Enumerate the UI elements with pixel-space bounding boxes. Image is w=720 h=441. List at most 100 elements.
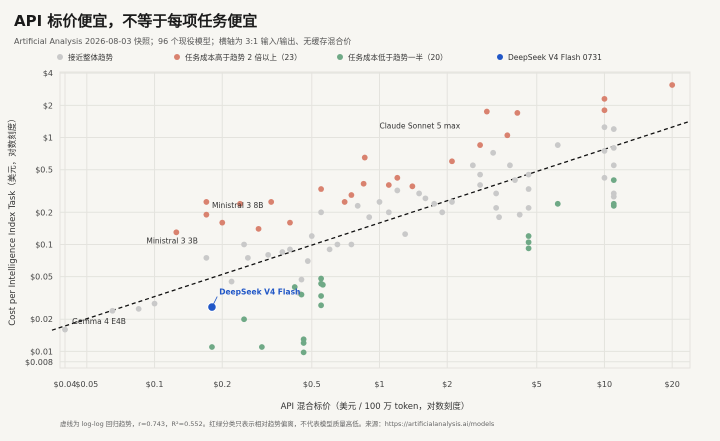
data-point bbox=[469, 162, 476, 169]
y-axis-label: Cost per Intelligence Index Task（美元，对数刻度… bbox=[7, 114, 18, 326]
data-point bbox=[601, 174, 608, 181]
x-tick-label: $1 bbox=[374, 380, 384, 389]
legend-marker bbox=[337, 54, 343, 60]
data-point bbox=[610, 177, 617, 183]
data-point bbox=[341, 199, 348, 205]
data-point bbox=[287, 219, 293, 226]
y-tick-label: $0.05 bbox=[30, 273, 53, 282]
data-point bbox=[334, 241, 341, 248]
legend-marker bbox=[174, 54, 180, 60]
data-point bbox=[449, 158, 455, 165]
y-tick-label: $4 bbox=[43, 69, 53, 78]
data-point bbox=[610, 126, 617, 132]
x-tick-label: $5 bbox=[532, 380, 542, 389]
data-point bbox=[493, 190, 500, 197]
data-point bbox=[514, 109, 521, 116]
x-tick-label: $2 bbox=[442, 380, 452, 389]
annotation-label: Ministral 3 3B bbox=[146, 237, 197, 246]
data-point bbox=[496, 214, 502, 221]
data-point bbox=[525, 239, 532, 246]
data-point bbox=[431, 200, 438, 207]
legend-label: 任务成本高于趋势 2 倍以上（23） bbox=[185, 52, 302, 62]
legend-label: 接近整体趋势 bbox=[68, 52, 113, 62]
data-point bbox=[219, 219, 226, 226]
annotation-label: Gemma 4 E4B bbox=[72, 317, 126, 326]
data-point bbox=[525, 171, 532, 178]
data-point bbox=[319, 281, 326, 288]
data-point bbox=[244, 254, 251, 261]
trend-line bbox=[51, 120, 691, 331]
legend-label: DeepSeek V4 Flash 0731 bbox=[508, 53, 602, 62]
data-point bbox=[409, 183, 416, 190]
data-point bbox=[525, 186, 532, 192]
data-point bbox=[601, 124, 608, 131]
data-point bbox=[300, 349, 307, 356]
data-point bbox=[554, 200, 561, 207]
data-point bbox=[291, 284, 298, 290]
data-point bbox=[308, 233, 315, 239]
data-point bbox=[228, 278, 235, 285]
data-point bbox=[279, 249, 286, 255]
y-tick-label: $0.02 bbox=[30, 315, 53, 324]
data-point bbox=[360, 180, 367, 187]
data-point bbox=[237, 200, 243, 207]
y-tick-label: $0.2 bbox=[35, 208, 53, 217]
data-point bbox=[385, 209, 392, 216]
data-point bbox=[354, 202, 361, 209]
x-tick-label: $0.04 bbox=[54, 380, 77, 389]
annotation-label: Claude Sonnet 5 max bbox=[379, 121, 460, 130]
legend: 接近整体趋势 任务成本高于趋势 2 倍以上（23） 任务成本低于趋势一半（20） De… bbox=[57, 52, 602, 62]
data-point bbox=[300, 340, 307, 346]
y-tick-label: $2 bbox=[43, 101, 53, 110]
x-axis-label: API 混合标价（美元 / 100 万 token，对数刻度） bbox=[281, 401, 470, 412]
data-point bbox=[483, 108, 490, 115]
y-tick-label: $0.1 bbox=[35, 240, 53, 249]
data-point bbox=[610, 162, 617, 169]
data-point bbox=[348, 241, 355, 248]
page-title: API 标价便宜，不等于每项任务便宜 bbox=[14, 12, 258, 30]
data-point bbox=[422, 195, 429, 202]
grid-lines bbox=[59, 71, 691, 369]
data-point bbox=[477, 182, 483, 188]
data-point bbox=[203, 254, 210, 261]
data-point bbox=[376, 199, 383, 205]
data-point bbox=[287, 246, 293, 253]
data-point bbox=[348, 192, 355, 198]
legend-marker bbox=[497, 54, 503, 60]
data-point bbox=[516, 211, 523, 218]
data-point bbox=[669, 82, 676, 88]
data-point bbox=[304, 258, 311, 264]
data-point bbox=[361, 154, 368, 161]
data-point bbox=[385, 182, 392, 188]
data-point bbox=[298, 291, 305, 298]
x-tick-label: $0.05 bbox=[75, 380, 98, 389]
data-point bbox=[135, 305, 142, 312]
footer-note: 虚线为 log-log 回归趋势，r=0.743，R²=0.552。红绿分类只表… bbox=[60, 420, 495, 428]
data-point bbox=[601, 107, 608, 114]
data-point bbox=[416, 190, 423, 197]
data-point bbox=[366, 214, 373, 221]
data-point bbox=[268, 199, 275, 205]
data-point bbox=[477, 171, 483, 178]
data-point bbox=[477, 142, 483, 148]
data-point bbox=[203, 199, 210, 205]
x-tick-label: $20 bbox=[665, 380, 680, 389]
data-point bbox=[601, 147, 608, 154]
data-point bbox=[439, 209, 446, 216]
data-point bbox=[512, 177, 518, 183]
x-tick-label: $0.1 bbox=[146, 380, 164, 389]
data-point bbox=[610, 145, 617, 151]
legend-marker bbox=[57, 54, 63, 60]
data-point bbox=[265, 251, 272, 258]
data-point bbox=[610, 202, 617, 209]
data-point bbox=[209, 344, 215, 350]
data-point bbox=[258, 344, 265, 350]
annotation-leader bbox=[211, 296, 218, 308]
data-point bbox=[554, 142, 561, 148]
data-point bbox=[610, 193, 617, 200]
data-point bbox=[318, 209, 324, 216]
axes-layer: $0.04$0.05 $0.1 $0.2 $0.5 $1 $2 $5 $10 $20$0.008… bbox=[7, 69, 680, 412]
data-point bbox=[62, 326, 68, 333]
